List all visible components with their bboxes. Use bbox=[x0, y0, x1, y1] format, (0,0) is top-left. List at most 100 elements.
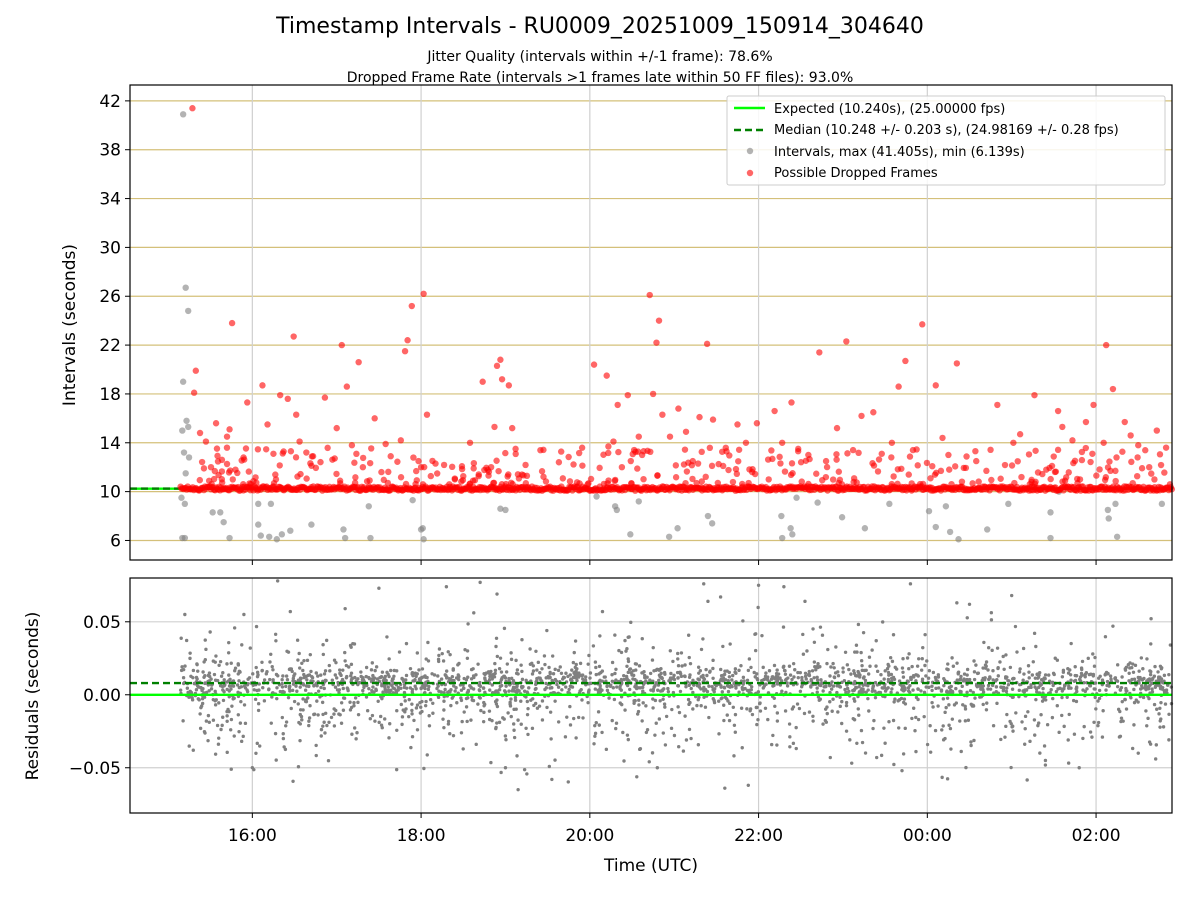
residual-point bbox=[555, 682, 559, 687]
dropped-frame-point bbox=[576, 480, 583, 487]
residual-point bbox=[629, 620, 633, 625]
residual-point bbox=[1032, 718, 1037, 722]
residual-point bbox=[841, 670, 845, 674]
residual-point bbox=[737, 668, 741, 673]
residual-point bbox=[495, 704, 500, 709]
residual-point bbox=[367, 677, 372, 681]
residual-point bbox=[702, 695, 706, 700]
residual-point bbox=[1009, 593, 1014, 598]
residual-point bbox=[920, 657, 924, 661]
residual-point bbox=[233, 666, 238, 670]
residual-point bbox=[364, 674, 368, 679]
residual-point bbox=[400, 722, 404, 727]
interval-point bbox=[226, 534, 233, 542]
residual-point bbox=[257, 682, 261, 686]
bottom-frame-rect bbox=[129, 577, 1173, 814]
interval-point bbox=[942, 503, 950, 510]
residual-point bbox=[403, 699, 407, 703]
residual-point bbox=[691, 707, 695, 711]
residual-point bbox=[726, 699, 730, 703]
residual-point bbox=[854, 643, 859, 647]
residual-point bbox=[648, 671, 653, 676]
residual-point bbox=[699, 703, 703, 708]
residual-point bbox=[324, 638, 329, 643]
residual-point bbox=[592, 742, 596, 746]
residual-point bbox=[924, 674, 928, 678]
residual-point bbox=[457, 661, 461, 666]
dropped-frame-point bbox=[869, 460, 876, 467]
residual-point bbox=[299, 676, 303, 681]
residual-point bbox=[891, 718, 896, 723]
residual-point bbox=[352, 726, 357, 730]
residual-point bbox=[580, 698, 584, 702]
residual-point bbox=[725, 684, 730, 688]
residual-point bbox=[380, 670, 385, 674]
interval-point bbox=[814, 499, 821, 506]
dropped-frame-point bbox=[505, 382, 513, 389]
dropped-frame-point bbox=[600, 451, 607, 458]
residual-point bbox=[296, 765, 301, 769]
dropped-frame-point bbox=[1052, 468, 1060, 475]
residual-point bbox=[452, 684, 456, 688]
residual-point bbox=[908, 690, 912, 695]
dropped-frame-point bbox=[1146, 463, 1153, 471]
residual-point bbox=[791, 741, 796, 746]
residual-point bbox=[748, 709, 752, 713]
dropped-frame-point bbox=[196, 476, 204, 484]
residual-point bbox=[574, 662, 578, 667]
residual-point bbox=[669, 671, 673, 676]
residual-point bbox=[790, 677, 794, 682]
residual-point bbox=[251, 672, 255, 676]
residual-point bbox=[567, 687, 571, 692]
residual-point bbox=[1074, 699, 1079, 704]
residual-point bbox=[787, 664, 792, 668]
residual-point bbox=[509, 697, 513, 701]
dropped-frame-point bbox=[797, 459, 805, 466]
dropped-frame-point bbox=[575, 449, 583, 457]
residual-point bbox=[811, 714, 815, 718]
dropped-frame-point bbox=[596, 464, 603, 472]
legend: Expected (10.240s), (25.00000 fps) Media… bbox=[726, 95, 1166, 186]
residual-point bbox=[680, 664, 684, 668]
residual-point bbox=[238, 721, 243, 725]
residual-point bbox=[597, 664, 602, 669]
interval-point bbox=[409, 496, 416, 504]
residual-point bbox=[707, 715, 711, 720]
dropped-frame-point bbox=[264, 421, 271, 428]
residual-point bbox=[274, 758, 278, 762]
interval-point bbox=[1047, 534, 1054, 542]
residual-point bbox=[217, 663, 221, 667]
residual-point bbox=[450, 678, 454, 683]
dropped-frame-point bbox=[1107, 467, 1114, 475]
residual-point bbox=[213, 703, 218, 707]
residual-point bbox=[864, 668, 868, 672]
residual-point bbox=[588, 671, 593, 675]
residual-point bbox=[299, 714, 304, 719]
residual-point bbox=[675, 670, 680, 675]
residual-point bbox=[522, 689, 527, 693]
residual-point bbox=[225, 687, 229, 692]
residual-point bbox=[218, 659, 223, 664]
residual-point bbox=[1168, 643, 1173, 647]
dropped-frame-point bbox=[355, 358, 362, 366]
residual-point bbox=[302, 672, 306, 677]
dropped-frame-point bbox=[698, 448, 705, 456]
interval-point bbox=[497, 505, 504, 512]
residual-point bbox=[426, 640, 430, 645]
residual-point bbox=[1091, 652, 1095, 656]
residual-point bbox=[284, 674, 289, 678]
residual-point bbox=[791, 705, 796, 709]
residual-point bbox=[229, 717, 234, 722]
residual-point bbox=[504, 670, 509, 674]
residual-point bbox=[270, 695, 274, 699]
interval-point bbox=[1105, 515, 1112, 522]
residual-point bbox=[807, 669, 811, 674]
residual-point bbox=[243, 721, 248, 726]
residual-point bbox=[298, 708, 303, 712]
dropped-frame-point bbox=[276, 391, 284, 399]
residual-point bbox=[1161, 725, 1166, 729]
residual-point bbox=[710, 684, 714, 689]
residual-point bbox=[758, 701, 762, 706]
residual-point bbox=[732, 681, 736, 685]
